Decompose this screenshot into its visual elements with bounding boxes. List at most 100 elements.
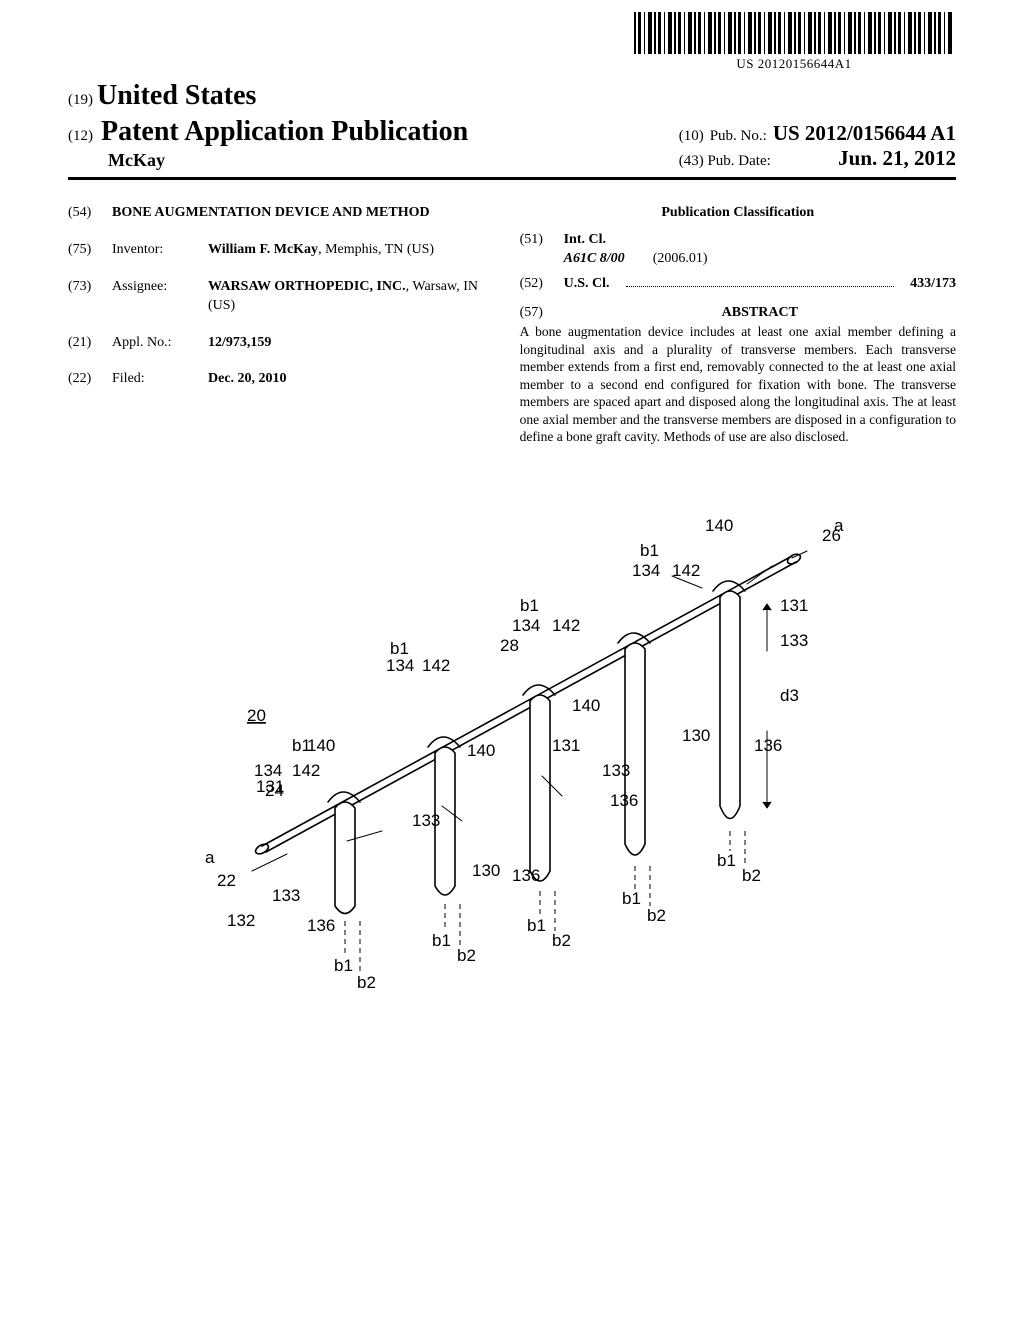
code-57: (57) <box>520 304 554 323</box>
fig-b1-1: b1 <box>390 639 409 658</box>
filed-value: Dec. 20, 2010 <box>208 370 484 389</box>
fig-ref-134-2: 134 <box>386 656 414 675</box>
field-54: (54) BONE AUGMENTATION DEVICE AND METHOD <box>68 204 484 223</box>
code-54: (54) <box>68 204 102 223</box>
label-inventor: Inventor: <box>112 241 198 260</box>
fig-ref-133-4: 133 <box>780 631 808 650</box>
biblio-two-col: (54) BONE AUGMENTATION DEVICE AND METHOD… <box>68 204 956 446</box>
code-73: (73) <box>68 278 102 316</box>
code-12: (12) <box>68 128 93 145</box>
pubno-label: Pub. No.: <box>710 128 767 145</box>
barcode-block: US 20120156644A1 <box>634 12 954 72</box>
fig-ref-133-1: 133 <box>272 886 300 905</box>
uscl-value: 433/173 <box>910 275 956 294</box>
fig-b2-c: b2 <box>552 931 571 950</box>
pub-right: (10) Pub. No.: US 2012/0156644 A1 (43) P… <box>679 121 956 171</box>
abstract-hdr-wrap: ABSTRACT <box>564 304 956 323</box>
fig-ref-136-3: 136 <box>610 791 638 810</box>
fig-ref-142-2: 142 <box>422 656 450 675</box>
intcl-line: A61C 8/00 (2006.01) <box>564 250 956 269</box>
fig-ref-136-2: 136 <box>512 866 540 885</box>
right-column: Publication Classification (51) Int. Cl.… <box>520 204 956 446</box>
field-51: (51) Int. Cl. A61C 8/00 (2006.01) <box>520 231 956 269</box>
code-75: (75) <box>68 241 102 260</box>
pub-row: (12) Patent Application Publication McKa… <box>68 116 956 171</box>
code-22: (22) <box>68 370 102 389</box>
pubdate-label: Pub. Date: <box>707 153 770 169</box>
fig-b2-b: b2 <box>457 946 476 965</box>
fig-b2-e: b2 <box>742 866 761 885</box>
uscl-label-text: U.S. Cl. <box>564 276 610 291</box>
fig-ref-142-3: 142 <box>552 616 580 635</box>
intcl-label-text: Int. Cl. <box>564 232 606 247</box>
assignee-name: WARSAW ORTHOPEDIC, INC. <box>208 279 406 294</box>
filed-bold: Dec. 20, 2010 <box>208 371 287 386</box>
field-52: (52) U.S. Cl. 433/173 <box>520 275 956 294</box>
fig-ref-20: 20 <box>247 706 266 725</box>
fig-a-left: a <box>205 848 215 867</box>
fig-b1-e: b1 <box>717 851 736 870</box>
fig-b1-2: b1 <box>520 596 539 615</box>
fig-ref-132: 132 <box>227 911 255 930</box>
intcl-symbol: A61C 8/00 <box>564 250 625 269</box>
assignee-value: WARSAW ORTHOPEDIC, INC., Warsaw, IN (US) <box>208 278 484 316</box>
code-10: (10) <box>679 128 704 145</box>
fig-ref-142-1: 142 <box>292 761 320 780</box>
uscl-label: U.S. Cl. <box>564 275 610 294</box>
pubno-row: (10) Pub. No.: US 2012/0156644 A1 <box>679 121 956 146</box>
fig-ref-140-2: 140 <box>467 741 495 760</box>
pubno-value: US 2012/0156644 A1 <box>773 121 956 146</box>
fig-ref-136-1: 136 <box>307 916 335 935</box>
code-21: (21) <box>68 334 102 353</box>
code-52: (52) <box>520 275 554 294</box>
fig-ref-28: 28 <box>500 636 519 655</box>
fig-ref-133-2: 133 <box>412 811 440 830</box>
patent-figure: 20 22 24 26 28 a a 134 134 134 134 140 1… <box>132 476 892 996</box>
pub-type: Patent Application Publication <box>101 116 468 148</box>
fig-ref-142-4: 142 <box>672 561 700 580</box>
fig-ref-131-1: 131 <box>256 777 284 796</box>
fig-b1-d: b1 <box>622 889 641 908</box>
applno-value: 12/973,159 <box>208 334 484 353</box>
pub-left-wrap: (12) Patent Application Publication McKa… <box>68 116 468 171</box>
header-rule <box>68 177 956 180</box>
figure-area: 20 22 24 26 28 a a 134 134 134 134 140 1… <box>68 476 956 1001</box>
fig-ref-136-4: 136 <box>754 736 782 755</box>
fig-ref-140-1: 140 <box>307 736 335 755</box>
field-75: (75) Inventor: William F. McKay, Memphis… <box>68 241 484 260</box>
left-column: (54) BONE AUGMENTATION DEVICE AND METHOD… <box>68 204 484 446</box>
code-19: (19) <box>68 92 93 108</box>
fig-ref-131-2: 131 <box>552 736 580 755</box>
fig-b2-a: b2 <box>357 973 376 992</box>
inventor-name: William F. McKay <box>208 242 318 257</box>
fig-b1-a: b1 <box>334 956 353 975</box>
fig-ref-130-1: 130 <box>472 861 500 880</box>
label-filed: Filed: <box>112 370 198 389</box>
fig-d3: d3 <box>780 686 799 705</box>
fig-ref-134-3: 134 <box>512 616 540 635</box>
barcode-text: US 20120156644A1 <box>634 56 954 72</box>
applno-bold: 12/973,159 <box>208 335 271 350</box>
inventor-short: McKay <box>108 150 468 171</box>
pubdate-row: (43) Pub. Date: Jun. 21, 2012 <box>679 146 956 171</box>
fig-b1-b: b1 <box>432 931 451 950</box>
intcl-edition: (2006.01) <box>653 250 708 269</box>
fig-a-right: a <box>834 516 844 535</box>
field-21: (21) Appl. No.: 12/973,159 <box>68 334 484 353</box>
inventor-rest: , Memphis, TN (US) <box>318 242 434 257</box>
country-line: (19) United States <box>68 80 956 112</box>
intcl-label: Int. Cl. <box>564 231 956 250</box>
abstract-text: A bone augmentation device includes at l… <box>520 323 956 446</box>
fig-ref-140-4: 140 <box>705 516 733 535</box>
fig-b1-0: b1 <box>292 736 311 755</box>
code-43: (43) <box>679 153 704 169</box>
fig-ref-22: 22 <box>217 871 236 890</box>
fig-ref-133-3: 133 <box>602 761 630 780</box>
fig-b1-3: b1 <box>640 541 659 560</box>
fig-ref-130-2: 130 <box>682 726 710 745</box>
intcl-body: Int. Cl. A61C 8/00 (2006.01) <box>564 231 956 269</box>
fig-b1-c: b1 <box>527 916 546 935</box>
field-57: (57) ABSTRACT <box>520 304 956 323</box>
label-assignee: Assignee: <box>112 278 198 316</box>
barcode-graphic <box>634 12 954 54</box>
